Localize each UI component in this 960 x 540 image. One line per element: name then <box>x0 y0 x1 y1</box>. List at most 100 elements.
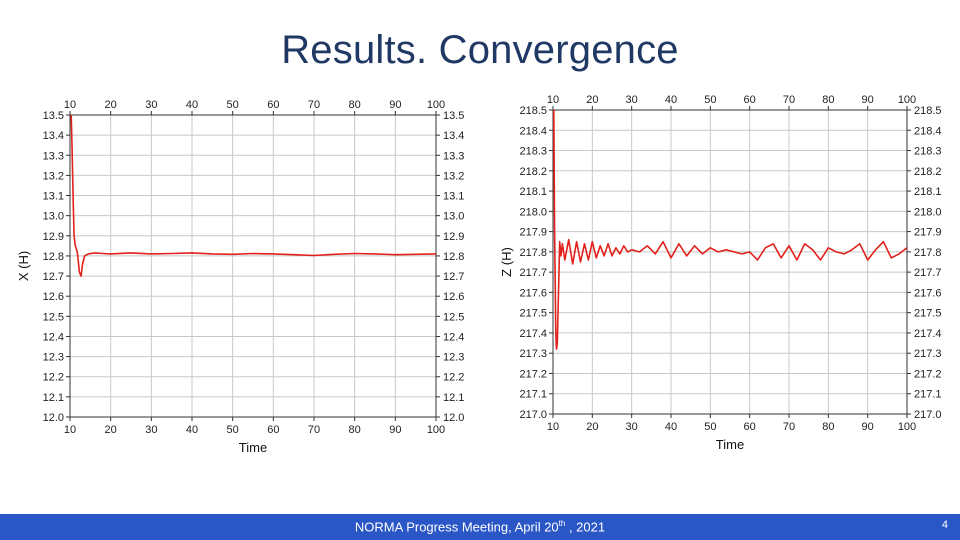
x-chart-xtick-label-top: 70 <box>308 99 320 111</box>
footer-superscript: th <box>558 519 566 528</box>
x-chart-xtick-label: 100 <box>427 424 445 436</box>
z-chart-ytick-label: 217.8 <box>519 247 547 259</box>
x-chart-ytick-label-right: 12.1 <box>443 392 464 404</box>
z-chart-yaxis-title: Z (H) <box>499 247 514 277</box>
z-chart-ytick-label-right: 218.4 <box>914 125 942 137</box>
x-chart-ytick-label-right: 12.9 <box>443 231 464 243</box>
x-chart-ytick-label-right: 12.6 <box>443 291 464 303</box>
z-chart-ytick-label: 218.1 <box>519 186 547 198</box>
x-chart-ytick-label-right: 13.1 <box>443 191 464 203</box>
z-chart-ytick-label-right: 218.0 <box>914 206 942 218</box>
x-chart-xtick-label: 40 <box>186 424 198 436</box>
z-chart-ytick-label: 217.0 <box>519 409 547 421</box>
x-chart-xtick-label-top: 30 <box>145 99 157 111</box>
z-chart-plot-area <box>553 110 907 414</box>
x-chart-ytick-label: 12.2 <box>43 372 64 384</box>
x-chart-ytick-label-right: 13.4 <box>443 130 464 142</box>
z-chart-ytick-label: 218.4 <box>519 125 547 137</box>
x-chart-xtick-label: 50 <box>227 424 239 436</box>
z-chart-xtick-label-top: 40 <box>665 94 677 106</box>
x-chart-ytick-label: 12.7 <box>43 271 64 283</box>
z-chart-xtick-label: 10 <box>547 421 559 433</box>
x-chart-ytick-label: 12.6 <box>43 291 64 303</box>
z-chart-xtick-label-top: 80 <box>822 94 834 106</box>
footer-year: , 2021 <box>565 519 606 535</box>
z-chart-ytick-label: 218.3 <box>519 146 547 158</box>
z-chart-ytick-label: 218.0 <box>519 206 547 218</box>
x-chart-yaxis-title: X (H) <box>16 251 31 281</box>
x-chart-ytick-label: 13.5 <box>43 110 64 122</box>
x-chart-xtick-label-top: 60 <box>267 99 279 111</box>
x-chart-xaxis-title: Time <box>239 440 267 455</box>
z-chart-xtick-label-top: 50 <box>704 94 716 106</box>
z-chart-ytick-label: 217.4 <box>519 328 547 340</box>
z-chart-ytick-label: 217.6 <box>519 287 547 299</box>
z-chart-ytick-label-right: 217.8 <box>914 247 942 259</box>
x-chart-ytick-label: 12.4 <box>43 331 64 343</box>
z-chart-ytick-label-right: 217.2 <box>914 368 942 380</box>
x-chart-ytick-label-right: 12.3 <box>443 352 464 364</box>
x-chart-ytick-label: 13.2 <box>43 170 64 182</box>
z-chart-ytick-label: 218.2 <box>519 166 547 178</box>
z-chart-xtick-label: 100 <box>898 421 916 433</box>
z-chart-ytick-label-right: 218.5 <box>914 105 942 117</box>
z-chart-xaxis-title: Time <box>716 437 744 452</box>
x-chart-ytick-label-right: 12.0 <box>443 412 464 424</box>
z-chart-ytick-label: 217.3 <box>519 348 547 360</box>
footer-bar: NORMA Progress Meeting, April 20th , 202… <box>0 514 960 540</box>
slide-title: Results. Convergence <box>281 28 679 72</box>
z-chart-xtick-label: 70 <box>783 421 795 433</box>
x-chart-ytick-label-right: 12.8 <box>443 251 464 263</box>
x-chart-ytick-label: 13.4 <box>43 130 64 142</box>
x-chart-ytick-label: 12.3 <box>43 352 64 364</box>
z-chart-xtick-label-top: 10 <box>547 94 559 106</box>
x-chart-ytick-label-right: 13.0 <box>443 211 464 223</box>
z-chart-ytick-label-right: 217.1 <box>914 389 942 401</box>
x-chart-ytick-label-right: 12.7 <box>443 271 464 283</box>
x-chart-xtick-label: 90 <box>389 424 401 436</box>
x-chart-xtick-label: 10 <box>64 424 76 436</box>
x-chart-xtick-label: 70 <box>308 424 320 436</box>
page-number: 4 <box>941 519 948 531</box>
z-chart-ytick-label: 217.2 <box>519 368 547 380</box>
z-chart-xtick-label: 50 <box>704 421 716 433</box>
x-chart-ytick-label-right: 13.5 <box>443 110 464 122</box>
z-chart-ytick-label: 217.9 <box>519 227 547 239</box>
x-chart-ytick-label: 13.1 <box>43 191 64 203</box>
x-chart-frame <box>69 114 437 418</box>
x-chart-xtick-label: 60 <box>267 424 279 436</box>
x-chart-ytick-label: 12.8 <box>43 251 64 263</box>
z-chart-xtick-label-top: 30 <box>626 94 638 106</box>
chart-x-convergence: 10 10 20 20 30 30 40 40 50 50 60 60 70 70 80 80 90 90 100 1… <box>10 88 470 470</box>
z-chart-xtick-label-top: 60 <box>744 94 756 106</box>
z-chart-ytick-label-right: 217.7 <box>914 267 942 279</box>
x-chart-ytick-label: 12.9 <box>43 231 64 243</box>
z-chart-series-line-0 <box>553 109 908 350</box>
chart-z-convergence: 10 10 20 20 30 30 40 40 50 50 60 60 70 70 80 80 90 90 100 1… <box>483 84 953 466</box>
z-chart-xtick-label-top: 20 <box>586 94 598 106</box>
z-chart-ytick-label-right: 218.1 <box>914 186 942 198</box>
x-chart-ytick-label-right: 12.4 <box>443 331 464 343</box>
z-chart-ytick-label-right: 217.3 <box>914 348 942 360</box>
z-chart-xtick-label: 80 <box>822 421 834 433</box>
x-chart-ytick-label-right: 12.5 <box>443 311 464 323</box>
x-chart-xtick-label-top: 80 <box>349 99 361 111</box>
z-chart-ytick-label-right: 218.2 <box>914 166 942 178</box>
x-chart-ytick-label: 12.1 <box>43 392 64 404</box>
x-chart-xtick-label: 20 <box>105 424 117 436</box>
z-chart-ytick-label-right: 217.9 <box>914 227 942 239</box>
x-chart-xtick-label: 80 <box>349 424 361 436</box>
x-chart-xtick-label-top: 100 <box>427 99 445 111</box>
z-chart-xtick-label: 40 <box>665 421 677 433</box>
chart-x-svg: 1010202030304040505060607070808090901001… <box>16 99 464 455</box>
z-chart-ytick-label-right: 218.3 <box>914 146 942 158</box>
x-chart-series-line-0 <box>70 114 437 277</box>
x-chart-xtick-label-top: 20 <box>105 99 117 111</box>
z-chart-ytick-label-right: 217.5 <box>914 308 942 320</box>
z-chart-xtick-label-top: 90 <box>862 94 874 106</box>
x-chart-ytick-label: 13.3 <box>43 150 64 162</box>
z-chart-ytick-label: 218.5 <box>519 105 547 117</box>
chart-z-svg: 10 10 20 20 30 30 40 40 50 50 60 60 70 70 80 80 90 90 100 1… <box>499 94 942 452</box>
x-chart-xtick-label: 30 <box>145 424 157 436</box>
z-chart-ytick-label: 217.7 <box>519 267 547 279</box>
